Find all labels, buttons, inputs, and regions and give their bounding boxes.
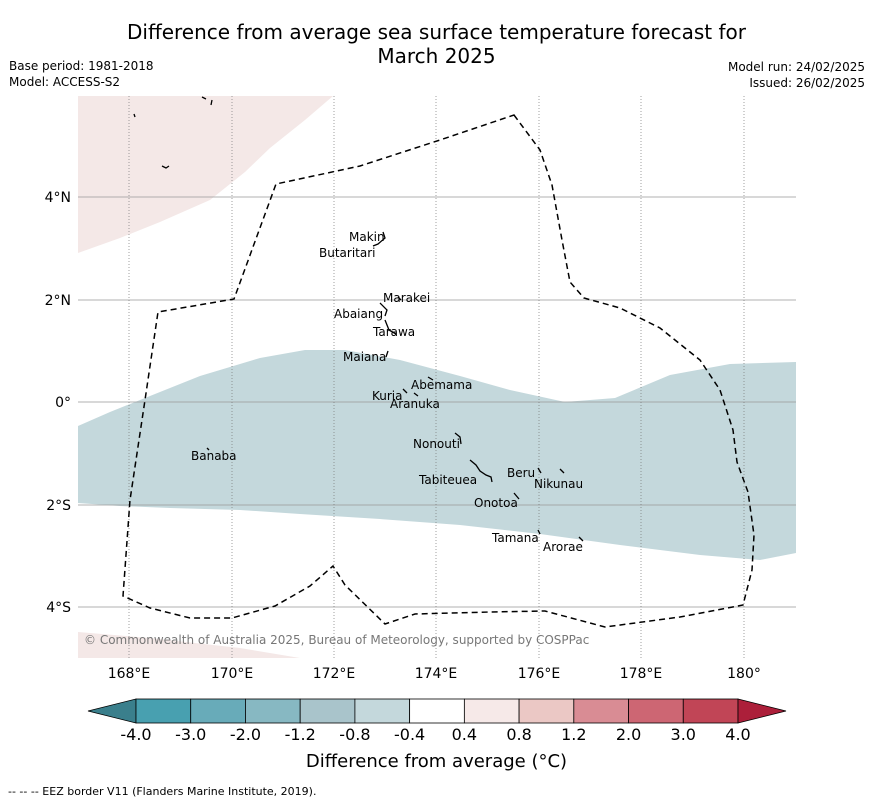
colorbar-tick-labels: -4.0 -3.0 -2.0 -1.2 -0.8 -0.4 0.4 0.8 1.2 2.0 3.0 4… — [120, 725, 750, 744]
colorbar-bin — [682, 698, 739, 724]
island-label-nikunau: Nikunau — [534, 477, 583, 491]
island-label-maiana: Maiana — [343, 350, 386, 364]
base-period: Base period: 1981-2018 — [9, 59, 154, 73]
colorbar-bin — [518, 698, 575, 724]
lon-label: 174°E — [415, 666, 458, 682]
colorbar-bin — [628, 698, 684, 724]
island-shapes — [133, 96, 584, 542]
island-label-beru: Beru — [507, 466, 535, 480]
island-label-onotoa: Onotoa — [474, 496, 518, 510]
lon-label: 172°E — [313, 666, 356, 682]
cool-anomaly-region — [78, 350, 796, 560]
island-label-aranuka: Aranuka — [390, 397, 440, 411]
colorbar-bin — [354, 698, 411, 724]
colorbar-bin — [463, 698, 520, 724]
colorbar — [87, 698, 787, 724]
colorbar-tick-label: -0.4 — [394, 725, 425, 744]
colorbar-tick-label: 3.0 — [671, 725, 696, 744]
colorbar-bin — [135, 698, 192, 724]
model-info: Base period: 1981-2018 Model: ACCESS-S2 — [9, 58, 154, 90]
lat-label: 2°S — [46, 498, 71, 514]
island-label-makin: Makin — [349, 230, 385, 244]
colorbar-over-arrow — [737, 698, 787, 724]
lat-label: 4°N — [45, 190, 71, 206]
colorbar-tick-label: -1.2 — [285, 725, 316, 744]
colorbar-bin — [409, 698, 465, 724]
lon-label: 176°E — [518, 666, 561, 682]
island-label-abemama: Abemama — [411, 378, 472, 392]
lat-label: 4°S — [46, 600, 71, 616]
colorbar-label: Difference from average (°C) — [305, 751, 568, 772]
colorbar-tick-label: 4.0 — [725, 725, 750, 744]
eez-legend-note: -- -- -- EEZ border V11 (Flanders Marine… — [8, 785, 317, 798]
island-label-nonouti: Nonouti — [413, 437, 460, 451]
map-panel: Makin Butaritari Marakei Abaiang Tarawa … — [78, 96, 796, 658]
model-name: Model: ACCESS-S2 — [9, 75, 121, 89]
latitude-labels: 4°N 2°N 0° 2°S 4°S — [45, 190, 72, 616]
colorbar-tick-label: -4.0 — [120, 725, 151, 744]
warm-anomaly-region-north — [78, 96, 333, 253]
island-label-tabiteuea: Tabiteuea — [418, 473, 477, 487]
lon-label: 180° — [727, 666, 761, 682]
warm-anomaly-region-south — [78, 632, 300, 658]
colorbar-tick-label: 0.8 — [506, 725, 531, 744]
lat-label: 2°N — [45, 293, 71, 309]
title-line-1: Difference from average sea surface temp… — [126, 20, 746, 44]
title-line-2: March 2025 — [377, 44, 496, 68]
island-label-banaba: Banaba — [191, 449, 237, 463]
colorbar-bin — [190, 698, 246, 724]
model-run: Model run: 24/02/2025 — [727, 60, 865, 74]
issued-date: Issued: 26/02/2025 — [749, 76, 865, 90]
lat-label: 0° — [55, 395, 71, 411]
lon-label: 170°E — [211, 666, 254, 682]
gridlines — [78, 196, 796, 608]
colorbar-bin — [299, 698, 356, 724]
colorbar-tick-label: 0.4 — [452, 725, 477, 744]
colorbar-tick-label: -3.0 — [175, 725, 206, 744]
colorbar-tick-label: 2.0 — [616, 725, 641, 744]
meridians — [128, 96, 745, 658]
island-label-marakei: Marakei — [383, 291, 430, 305]
eez-border — [122, 114, 755, 628]
run-info: Model run: 24/02/2025 Issued: 26/02/2025 — [728, 59, 865, 91]
island-labels: Makin Butaritari Marakei Abaiang Tarawa … — [191, 230, 583, 554]
map-title: Difference from average sea surface temp… — [0, 20, 873, 68]
lon-label: 178°E — [620, 666, 663, 682]
island-label-kuria: Kuria — [372, 389, 403, 403]
island-label-butaritari: Butaritari — [319, 246, 376, 260]
longitude-labels: 168°E 170°E 172°E 174°E 176°E 178°E 180° — [108, 666, 761, 682]
colorbar-tick-label: 1.2 — [561, 725, 586, 744]
colorbar-tick-label: -0.8 — [339, 725, 370, 744]
colorbar-bin — [245, 698, 301, 724]
island-label-tamana: Tamana — [491, 531, 539, 545]
copyright-note: © Commonwealth of Australia 2025, Bureau… — [84, 633, 589, 647]
colorbar-bin — [573, 698, 629, 724]
island-label-tarawa: Tarawa — [372, 325, 415, 339]
island-label-arorae: Arorae — [543, 540, 583, 554]
island-label-abaiang: Abaiang — [334, 307, 383, 321]
colorbar-under-arrow — [87, 698, 137, 724]
lon-label: 168°E — [108, 666, 151, 682]
colorbar-tick-label: -2.0 — [230, 725, 261, 744]
